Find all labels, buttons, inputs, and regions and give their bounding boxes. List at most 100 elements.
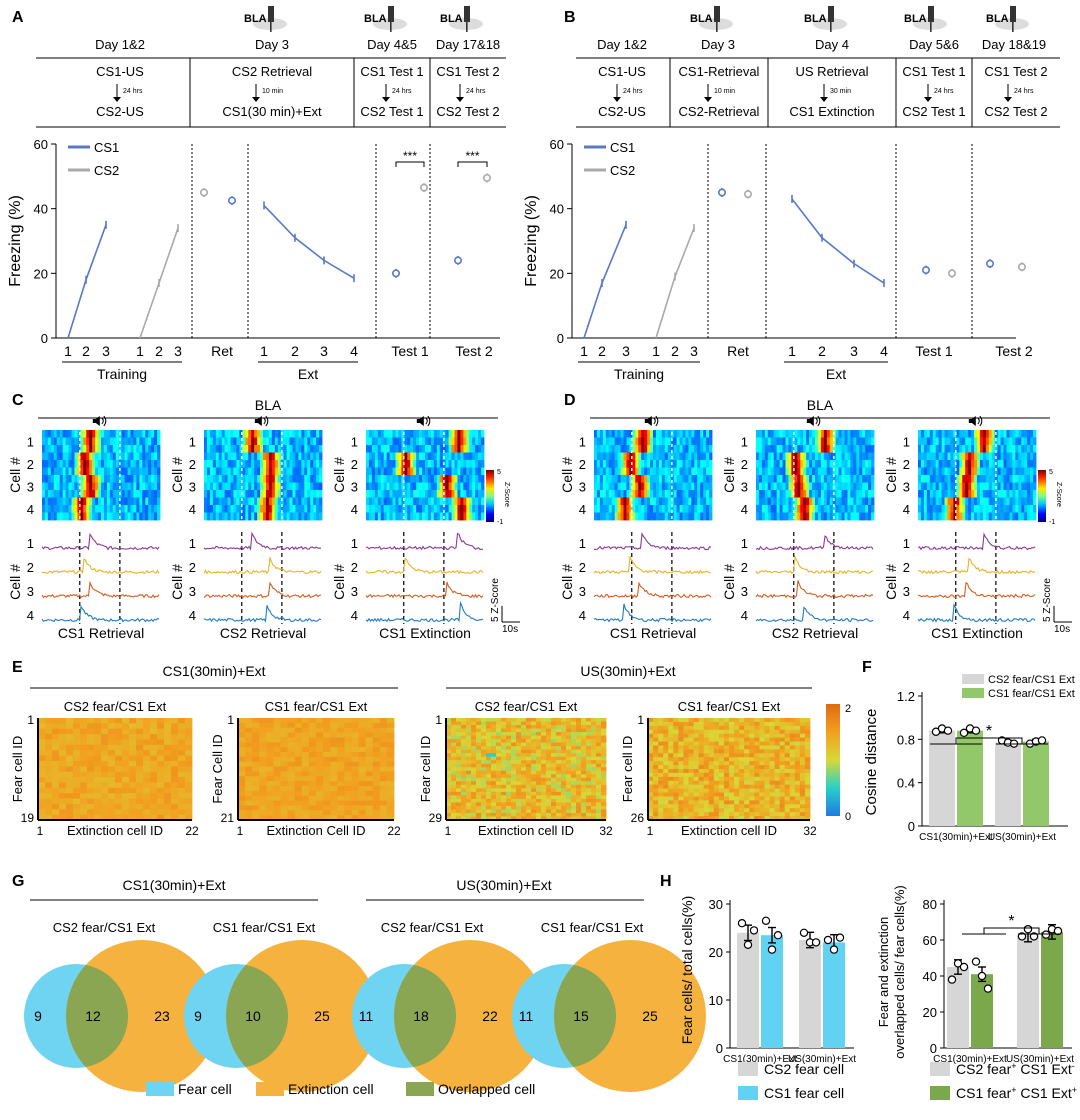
matrix-cell [476,809,482,814]
heatmap-cell [316,430,320,438]
heatmap-cell [204,467,208,476]
matrix-cell [273,771,281,777]
interval-label: 24 hrs [1014,88,1034,95]
heatmap-cell [623,445,627,453]
heatmap-cell [98,512,102,521]
heatmap-cell [407,475,411,483]
heatmap-cell [254,467,258,476]
matrix-cell [486,718,492,722]
heatmap-cell [691,430,695,438]
heatmap-cell [53,445,58,453]
heatmap-cell [457,437,461,446]
matrix-cell [252,761,260,767]
heatmap-cell [971,475,975,483]
heatmap-cell [599,437,604,446]
cell-index: 2 [579,457,586,472]
matrix-cell [536,798,542,803]
legend-label: CS1 [94,140,119,155]
heatmap-cell [826,437,831,446]
matrix-cell [516,774,522,779]
heatmap-cell [277,497,282,506]
heatmap-cell [691,475,695,483]
heatmap-cell [770,460,775,468]
matrix-cell [526,756,532,761]
heatmap-cell [121,490,125,498]
matrix-cell [73,782,81,789]
matrix-cell [164,723,172,730]
matrix-cell [101,771,109,778]
heatmap-cell [773,460,778,468]
matrix-cell [596,742,602,747]
matrix-cell [546,777,552,782]
matrix-cell [561,767,567,772]
matrix-cell [245,761,253,767]
heatmap-cell [1027,512,1031,521]
heatmap-cell [838,512,842,521]
matrix-cell [386,786,395,792]
heatmap-cell [59,497,64,506]
matrix-cell [566,749,572,754]
heatmap-cell [918,475,922,483]
matrix-cell [337,800,345,806]
heatmap-cell [997,460,1001,468]
matrix-cell [143,728,151,735]
matrix-cell [73,766,81,773]
heatmap-cell [157,460,161,468]
matrix-cell [323,752,331,758]
heatmap-cell [472,512,476,521]
matrix-cell [591,739,597,744]
heatmap-cell [782,467,786,476]
heatmap-cell [248,512,252,521]
heatmap-cell [617,460,621,468]
heatmap-cell [65,467,69,476]
heatmap-cell [316,490,320,498]
heatmap-cell [413,445,417,453]
heatmap-cell [641,460,645,468]
matrix-cell [351,752,359,758]
heatmap-cell [145,430,149,438]
heatmap-cell [42,497,46,506]
heatmap-cell [761,497,766,506]
heatmap-cell [218,467,223,476]
heatmap-cell [985,467,990,476]
heatmap-cell [985,430,990,438]
series-cs1-training [583,224,627,339]
heatmap-cell [469,482,473,491]
heatmap-cell [847,512,851,521]
data-point [717,188,726,197]
matrix-cell [486,728,492,733]
heatmap-cell [103,437,108,446]
heatmap-cell [853,460,857,468]
heatmap-cell [245,430,249,438]
interval-label: 24 hrs [392,88,412,95]
matrix-cell [136,803,144,810]
heatmap-cell [457,512,461,521]
heatmap-cell [926,467,931,476]
heatmap-cell [850,445,854,453]
matrix-cell [571,725,577,729]
heatmap-cell [454,497,458,506]
matrix-cell [59,777,67,783]
heatmap-cell [469,460,473,468]
heatmap-cell [236,430,240,438]
matrix-cell [501,791,507,796]
matrix-cell [496,784,502,789]
heatmap-cell [1024,437,1028,446]
heatmap-cell [997,512,1001,521]
calcium-trace [203,557,322,575]
matrix-cell [66,771,74,778]
heatmap-cell [835,460,839,468]
matrix-cell [330,805,338,811]
heatmap-cell [206,505,211,513]
matrix-cell [294,776,303,782]
heatmap-cell [445,430,449,438]
heatmap-cell [685,475,689,483]
matrix-cell [586,756,592,761]
matrix-cell [576,795,582,800]
heatmap-cell [463,497,467,506]
matrix-cell [316,737,324,743]
matrix-cell [52,798,60,805]
matrix-cell [185,723,193,730]
matrix-cell [150,766,158,773]
heatmap-cell [383,505,388,513]
